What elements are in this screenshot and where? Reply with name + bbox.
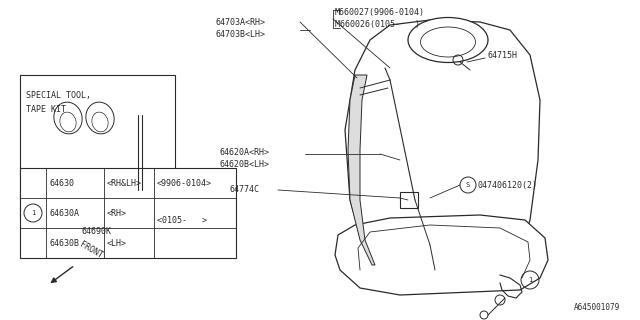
Text: <RH>: <RH> [107, 209, 127, 218]
Ellipse shape [92, 112, 108, 132]
PathPatch shape [345, 20, 540, 270]
Bar [400, 192, 418, 208]
Text: 64690K: 64690K [82, 227, 112, 236]
Text: 64703A<RH>: 64703A<RH> [215, 18, 265, 27]
Polygon shape [348, 75, 375, 265]
Text: <LH>: <LH> [107, 238, 127, 247]
Bar [20, 168, 236, 258]
Text: 64715H: 64715H [488, 51, 518, 60]
Text: <RH&LH>: <RH&LH> [107, 179, 142, 188]
Text: 64630B: 64630B [49, 238, 79, 247]
Text: 64620A<RH>: 64620A<RH> [220, 148, 270, 157]
Text: 64620B<LH>: 64620B<LH> [220, 160, 270, 169]
Text: <0105-   >: <0105- > [157, 215, 207, 225]
Bar [20, 75, 175, 220]
Text: 64703B<LH>: 64703B<LH> [215, 30, 265, 39]
Ellipse shape [420, 27, 476, 57]
Ellipse shape [86, 102, 114, 134]
Ellipse shape [54, 102, 82, 134]
Text: TAPE KIT: TAPE KIT [26, 105, 66, 114]
Text: 1: 1 [31, 210, 35, 216]
Text: 64630: 64630 [49, 179, 74, 188]
Text: FRONT: FRONT [78, 240, 104, 260]
Text: S: S [466, 182, 470, 188]
Text: 047406120(2): 047406120(2) [478, 180, 538, 189]
Text: M660026(0105-   ): M660026(0105- ) [335, 20, 420, 29]
Text: <9906-0104>: <9906-0104> [157, 179, 212, 188]
Ellipse shape [60, 112, 76, 132]
PathPatch shape [335, 215, 548, 295]
Text: 1: 1 [528, 277, 532, 283]
Text: 64774C: 64774C [230, 185, 260, 194]
Text: M660027(9906-0104): M660027(9906-0104) [335, 8, 425, 17]
Text: 64630A: 64630A [49, 209, 79, 218]
Text: A645001079: A645001079 [573, 303, 620, 312]
Text: SPECIAL TOOL,: SPECIAL TOOL, [26, 91, 91, 100]
Ellipse shape [408, 18, 488, 62]
